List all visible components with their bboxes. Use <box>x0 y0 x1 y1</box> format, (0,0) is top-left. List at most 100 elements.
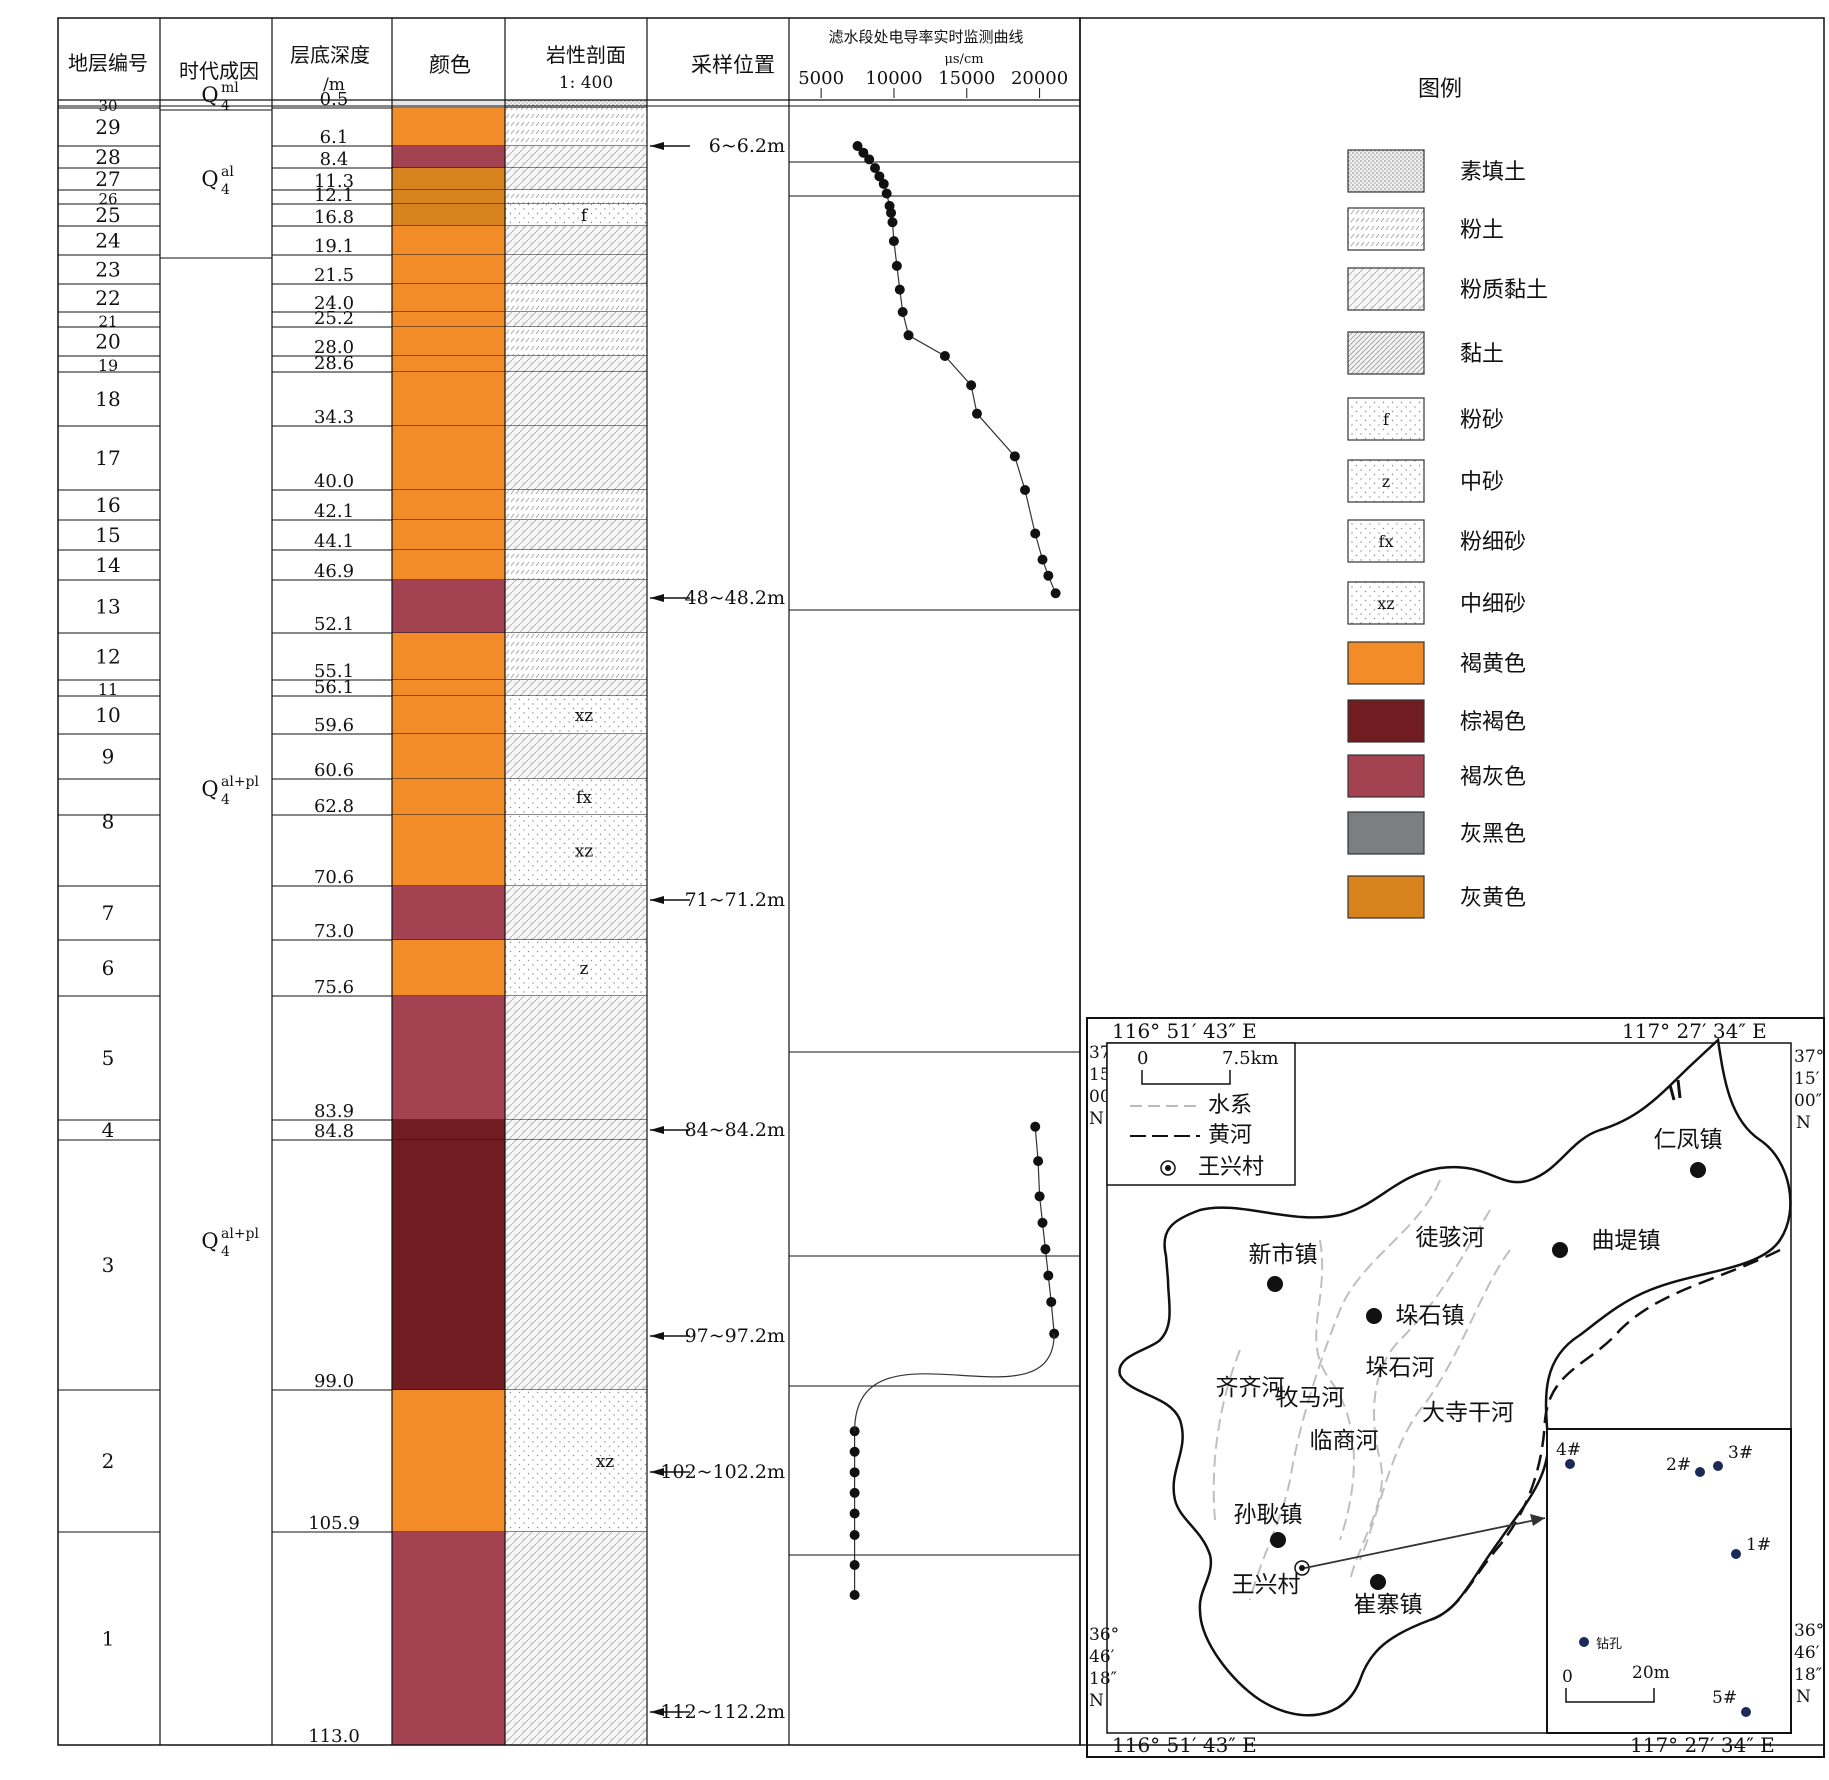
ec-point <box>891 260 902 271</box>
legend-village-label: 王兴村 <box>1198 1155 1264 1180</box>
ec-point <box>888 236 899 247</box>
color-band <box>392 1390 505 1532</box>
layer-number: 7 <box>102 901 115 925</box>
color-band <box>392 100 505 108</box>
lithology-band <box>505 1120 647 1140</box>
legend-swatch-mark: fx <box>1379 532 1394 551</box>
lithology-band <box>505 1390 647 1532</box>
lat-bottom-right-deg: 36° <box>1794 1621 1824 1641</box>
lithology-band <box>505 372 647 426</box>
layer-number: 28 <box>95 145 120 169</box>
layer-depth: 60.6 <box>314 760 354 781</box>
era-superscript: ml <box>221 80 239 96</box>
legend-frame <box>1079 17 1825 1746</box>
ec-point <box>1033 1156 1044 1167</box>
legend-swatch-mark: xz <box>1377 594 1394 613</box>
era-superscript: al+pl <box>221 774 260 790</box>
era-label: QQ4al+pl <box>201 774 260 808</box>
ec-point <box>1037 554 1048 565</box>
lat-top-left-n: N <box>1089 1109 1104 1129</box>
river-linshang: 临商河 <box>1310 1428 1379 1454</box>
era-subscript: 4 <box>221 182 230 198</box>
era-superscript: al+pl <box>221 1226 260 1242</box>
layer-number: 17 <box>95 446 120 470</box>
legend-swatch <box>1347 207 1425 251</box>
layer-number: 27 <box>95 167 120 191</box>
ec-point <box>864 154 875 165</box>
ec-point <box>1037 1217 1048 1228</box>
lithology-band <box>505 633 647 680</box>
layer-depth: 42.1 <box>314 501 354 522</box>
era-subscript: 4 <box>221 1244 230 1260</box>
layer-depth: 113.0 <box>308 1726 360 1747</box>
legend-label: 灰黄色 <box>1460 886 1526 911</box>
layer-depth: 40.0 <box>314 471 354 492</box>
legend-swatch <box>1347 149 1425 193</box>
lat-bottom-left-min: 46′ <box>1089 1647 1115 1667</box>
header-lithology-scale: 1: 400 <box>559 73 613 93</box>
legend-label: 褐灰色 <box>1460 765 1526 790</box>
color-band <box>392 633 505 680</box>
header-color: 颜色 <box>429 53 471 77</box>
sample-label: 97~97.2m <box>685 1325 785 1347</box>
layer-depth: 84.8 <box>314 1121 354 1142</box>
layer-number: 22 <box>95 286 120 310</box>
map-legend-box <box>1106 1042 1296 1186</box>
ec-point <box>881 188 892 199</box>
column-headers: 地层编号 时代成因 层底深度 /m 颜色 岩性剖面 1: 400 采样位置 滤水… <box>68 28 1024 95</box>
color-band <box>392 146 505 168</box>
town-markers <box>1267 1162 1706 1590</box>
lat-top-right-n: N <box>1796 1113 1811 1133</box>
color-band <box>392 204 505 226</box>
ec-point <box>1050 588 1061 599</box>
lithology-band <box>505 190 647 204</box>
ec-point <box>886 207 897 218</box>
legend-swatch <box>1347 519 1425 563</box>
town-dot-renfeng <box>1690 1162 1706 1178</box>
color-band <box>392 372 505 426</box>
layer-depth: 70.6 <box>314 867 354 888</box>
ec-point <box>1043 570 1054 581</box>
color-band <box>392 108 505 146</box>
layer-number: 13 <box>95 595 120 619</box>
color-band <box>392 996 505 1120</box>
layer-depth: 21.5 <box>314 265 354 286</box>
lithology-band <box>505 1532 647 1745</box>
layer-depth: 55.1 <box>314 661 354 682</box>
river-dasi: 大寺干河 <box>1422 1400 1514 1426</box>
color-band <box>392 550 505 580</box>
lithology-band <box>505 886 647 940</box>
town-dot-cuizhai <box>1370 1574 1386 1590</box>
lithology-band <box>505 734 647 779</box>
inset-frame <box>1546 1428 1792 1734</box>
lithology-band <box>505 1140 647 1390</box>
stratigraphic-column: 地层编号 时代成因 层底深度 /m 颜色 岩性剖面 1: 400 采样位置 滤水… <box>57 17 1825 1747</box>
map-inner-frame <box>1106 1042 1792 1734</box>
color-band <box>392 696 505 734</box>
layer-depth: 44.1 <box>314 531 354 552</box>
lithology-band <box>505 779 647 815</box>
era-letter: Q <box>201 167 218 191</box>
town-duoshi: 垛石镇 <box>1396 1303 1465 1329</box>
well-3-label: 3# <box>1728 1443 1753 1463</box>
layer-number: 8 <box>102 810 115 834</box>
header-ec-title: 滤水段处电导率实时监测曲线 <box>828 28 1023 46</box>
layer-depth: 62.8 <box>314 796 354 817</box>
layer-depth: 105.9 <box>308 1513 360 1534</box>
lithology-band <box>505 490 647 520</box>
color-band <box>392 284 505 312</box>
coord-top-right: 117° 27′ 34″ E <box>1622 1019 1767 1043</box>
coord-bottom-left: 116° 51′ 43″ E <box>1112 1733 1257 1757</box>
legend-swatch <box>1347 699 1425 743</box>
lat-bottom-right-n: N <box>1796 1687 1811 1707</box>
coord-top-left: 116° 51′ 43″ E <box>1112 1019 1257 1043</box>
ec-point <box>971 408 982 419</box>
color-band <box>392 1120 505 1140</box>
color-band <box>392 255 505 284</box>
legend-label: 褐黄色 <box>1460 652 1526 677</box>
ec-point <box>849 1508 860 1519</box>
town-dot-duoshi <box>1366 1308 1382 1324</box>
lithology-band <box>505 204 647 226</box>
color-band <box>392 490 505 520</box>
